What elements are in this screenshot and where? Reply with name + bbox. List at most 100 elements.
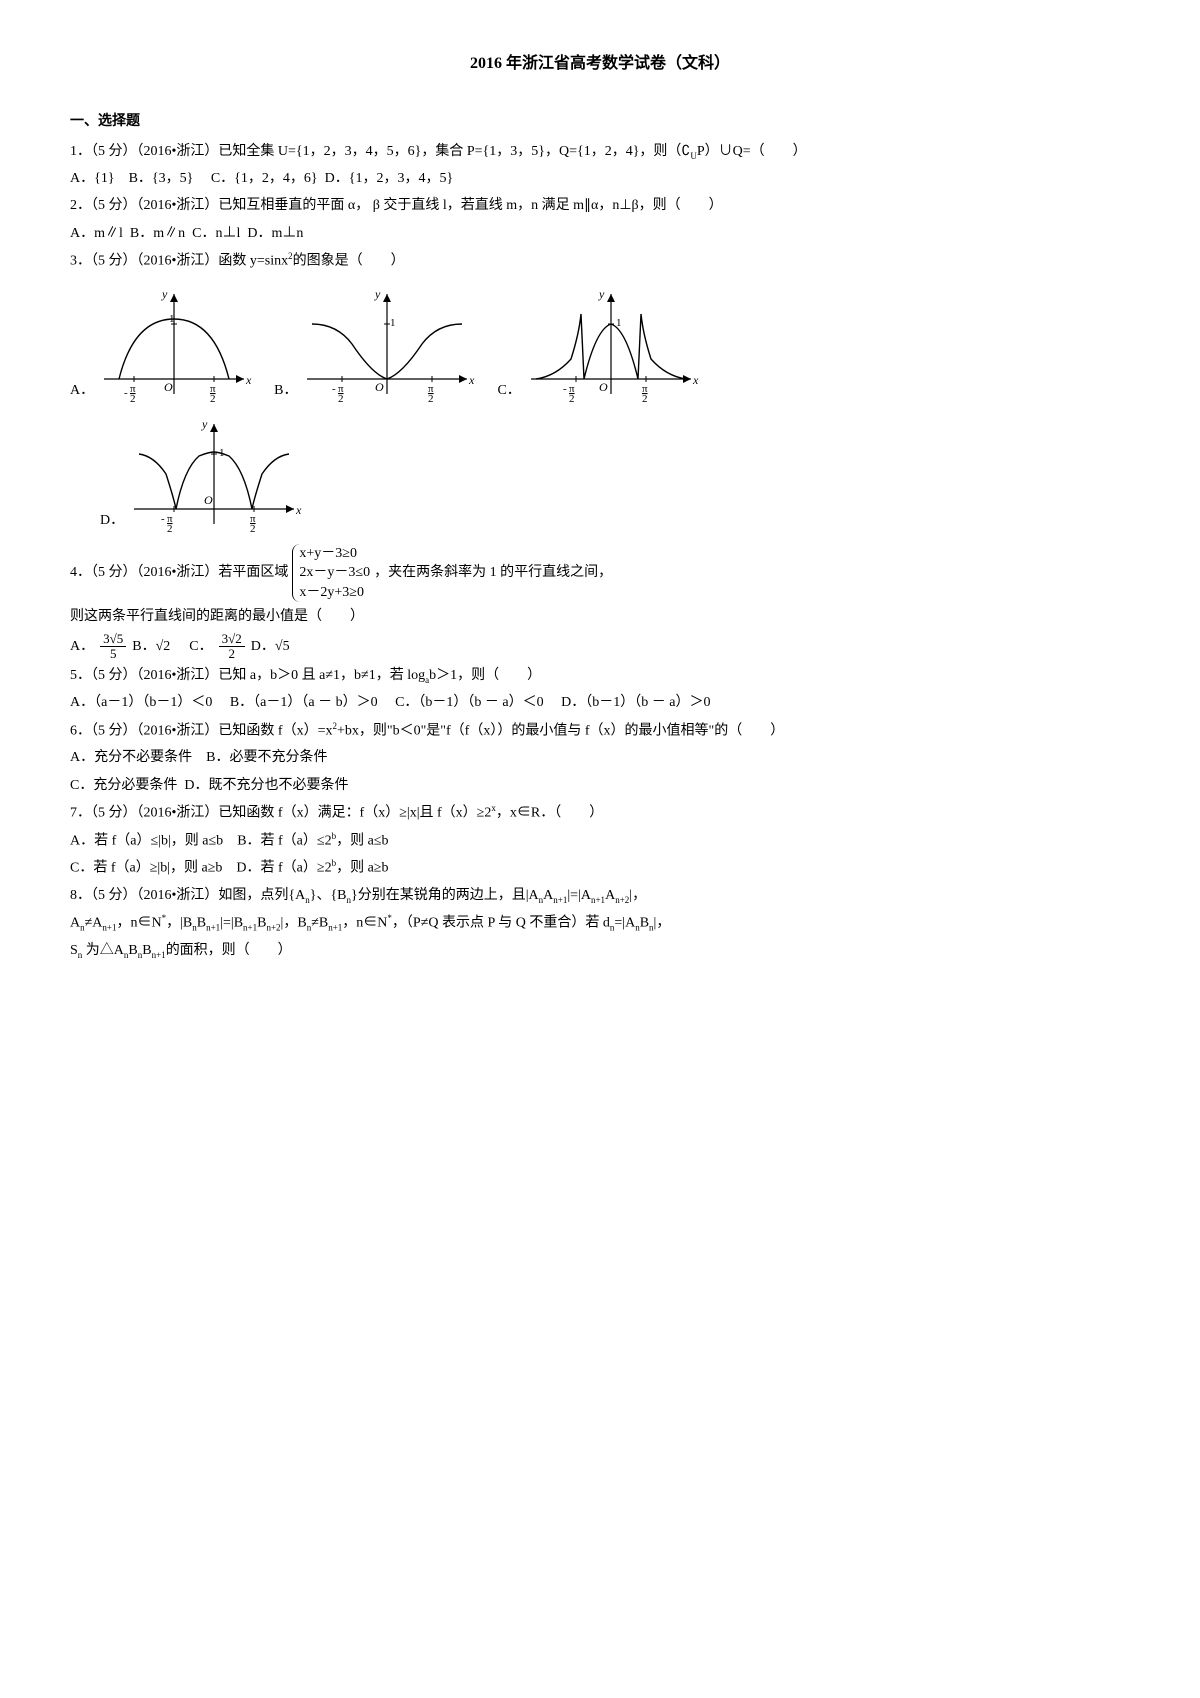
q6-optA: A．充分不必要条件 [70, 750, 192, 765]
q1-options: A．{1} B．{3，5} C．{1，2，4，6} D．{1，2，3，4，5} [70, 166, 1130, 191]
q3-optA-wrapper: A． x y O 1 - π 2 π 2 [70, 284, 254, 404]
svg-text:2: 2 [250, 523, 256, 534]
q3-optB-wrapper: B． x y O 1 - π 2 π 2 [274, 284, 477, 404]
q8-text5: |=|A [567, 888, 591, 903]
q4-optA: A． [70, 634, 94, 659]
question-8: 8．（5 分）（2016•浙江）如图，点列{An}、{Bn}分别在某锐角的两边上… [70, 883, 1130, 908]
svg-text:-: - [124, 387, 128, 399]
svg-text:2: 2 [338, 393, 344, 404]
q6-optC: C．充分必要条件 [70, 778, 177, 793]
q8-text6: |， [629, 888, 646, 903]
q2-options: A．m∥l B．m∥n C．n⊥l D．m⊥n [70, 221, 1130, 246]
q3-optB: B． [274, 378, 297, 403]
q4-optA-num: 3√5 [100, 632, 126, 647]
q1-optB: B．{3，5} [129, 171, 194, 186]
q5-options: A．（a－1）（b－1）＜0 B．（a－1）（a － b）＞0 C．（b－1）（… [70, 690, 1130, 715]
q3-text2: 的图象是（ ） [293, 253, 405, 268]
q6-optB: B．必要不充分条件 [206, 750, 327, 765]
q4-optB: B．√2 [132, 634, 170, 659]
q4-optC-num: 3√2 [219, 632, 245, 647]
svg-text:y: y [374, 287, 381, 301]
q4-optC-frac: 3√2 2 [219, 632, 245, 662]
q8-l2-np1b: n+1 [206, 923, 220, 933]
q8-l2-np1c: n+1 [243, 923, 257, 933]
question-4: 4．（5 分）（2016•浙江）若平面区域 x+y－3≥0 2x－y－3≤0 x… [70, 544, 1130, 603]
svg-text:y: y [598, 287, 605, 301]
q2-optB: B．m∥n [130, 226, 185, 241]
q1-optC: C．{1，2，4，6} [211, 171, 318, 186]
q4-case3: x－2y+3≥0 [299, 583, 370, 603]
q8-l2j: ，（P≠Q 表示点 P 与 Q 不重合）若 d [392, 916, 610, 931]
q1-text2: P）∪Q=（ ） [697, 144, 807, 159]
q5-optD: D．（b－1）（b － a）＞0 [561, 695, 710, 710]
q5-text2: b＞1，则（ ） [429, 668, 541, 683]
q4-text2: ，夹在两条斜率为 1 的平行直线之间， [374, 560, 612, 585]
question-5: 5．（5 分）（2016•浙江）已知 a，b＞0 且 a≠1，b≠1，若 log… [70, 663, 1130, 688]
q5-text: 5．（5 分）（2016•浙江）已知 a，b＞0 且 a≠1，b≠1，若 log [70, 668, 425, 683]
q8-l3b: 为△A [82, 943, 124, 958]
q8-l3a: S [70, 943, 78, 958]
q3-optD-wrapper: D． x y O 1 - π 2 π 2 [100, 414, 304, 534]
q8-l2a: A [70, 916, 80, 931]
q8-l2c: ，n∈N [117, 916, 162, 931]
question-7: 7．（5 分）（2016•浙江）已知函数 f（x）满足：f（x）≥|x|且 f（… [70, 800, 1130, 826]
q3-graphs-row2: D． x y O 1 - π 2 π 2 [70, 414, 1130, 534]
question-3: 3．（5 分）（2016•浙江）函数 y=sinx2的图象是（ ） [70, 248, 1130, 274]
q8-l2k: =|A [614, 916, 635, 931]
svg-text:O: O [164, 380, 173, 394]
q7-text2: ，x∈R．（ ） [496, 805, 603, 820]
q7-optD2: ，则 a≥b [336, 861, 388, 876]
q4-optC: C． [189, 634, 212, 659]
graph-d: x y O 1 - π 2 π 2 [124, 414, 304, 534]
q4-optA-den: 5 [107, 647, 120, 661]
q3-text: 3．（5 分）（2016•浙江）函数 y=sinx [70, 253, 288, 268]
q3-optA: A． [70, 378, 94, 403]
q8-text2: }、{B [310, 888, 347, 903]
q4-cases: x+y－3≥0 2x－y－3≤0 x－2y+3≥0 [292, 544, 370, 603]
q8-l2g: ，B [283, 916, 306, 931]
q3-optC-wrapper: C． x y O 1 - π 2 π 2 [497, 284, 700, 404]
question-1: 1．（5 分）（2016•浙江）已知全集 U={1，2，3，4，5，6}，集合 … [70, 139, 1130, 164]
question-8-line3: Sn 为△AnBnBn+1的面积，则（ ） [70, 938, 1130, 963]
q3-optC: C． [497, 378, 520, 403]
q6-options2: C．充分必要条件 D．既不充分也不必要条件 [70, 773, 1130, 798]
q4-text: 4．（5 分）（2016•浙江）若平面区域 [70, 560, 288, 585]
q7-optC: C．若 f（a）≥|b|，则 a≥b [70, 861, 222, 876]
q5-optA: A．（a－1）（b－1）＜0 [70, 695, 212, 710]
q7-optB2: ，则 a≤b [336, 833, 388, 848]
q8-l2e: B [197, 916, 206, 931]
page-title: 2016 年浙江省高考数学试卷（文科） [70, 50, 1130, 79]
q4-case2: 2x－y－3≤0 [299, 563, 370, 583]
q3-graphs-row1: A． x y O 1 - π 2 π 2 B． x [70, 284, 1130, 404]
graph-a: x y O 1 - π 2 π 2 [94, 284, 254, 404]
q1-optA: A．{1} [70, 171, 115, 186]
q5-optC: C．（b－1）（b － a）＜0 [395, 695, 544, 710]
svg-text:2: 2 [167, 523, 173, 534]
q5-optB: B．（a－1）（a － b）＞0 [230, 695, 378, 710]
svg-text:2: 2 [569, 393, 575, 404]
svg-text:2: 2 [642, 393, 648, 404]
q4-optA-frac: 3√5 5 [100, 632, 126, 662]
svg-text:2: 2 [210, 393, 216, 404]
svg-text:-: - [161, 513, 165, 525]
svg-text:O: O [375, 380, 384, 394]
q8-l2-np2: n+2 [266, 923, 280, 933]
q1-text: 1．（5 分）（2016•浙江）已知全集 U={1，2，3，4，5，6}，集合 … [70, 144, 690, 159]
question-2: 2．（5 分）（2016•浙江）已知互相垂直的平面 α， β 交于直线 l，若直… [70, 193, 1130, 218]
q1-optD: D．{1，2，3，4，5} [325, 171, 454, 186]
svg-text:O: O [204, 493, 213, 507]
q4-case1: x+y－3≥0 [299, 544, 370, 564]
q8-l2-np1: n+1 [102, 923, 116, 933]
q8-l2i: ，n∈N [342, 916, 387, 931]
q8-l2f: |=|B [220, 916, 243, 931]
q4-text3: 则这两条平行直线间的距离的最小值是（ ） [70, 609, 364, 624]
q2-text: 2．（5 分）（2016•浙江）已知互相垂直的平面 α， β 交于直线 l，若直… [70, 198, 723, 213]
q7-optD: D．若 f（a）≥2 [236, 861, 331, 876]
q4-text3-row: 则这两条平行直线间的距离的最小值是（ ） [70, 604, 1130, 629]
q8-text: 8．（5 分）（2016•浙江）如图，点列{A [70, 888, 305, 903]
q8-text3: }分别在某锐角的两边上，且|A [351, 888, 539, 903]
q2-optD: D．m⊥n [247, 226, 303, 241]
q2-optC: C．n⊥l [192, 226, 240, 241]
q7-options: A．若 f（a）≤|b|，则 a≤b B．若 f（a）≤2b，则 a≤b [70, 828, 1130, 854]
q6-options: A．充分不必要条件 B．必要不充分条件 [70, 745, 1130, 770]
